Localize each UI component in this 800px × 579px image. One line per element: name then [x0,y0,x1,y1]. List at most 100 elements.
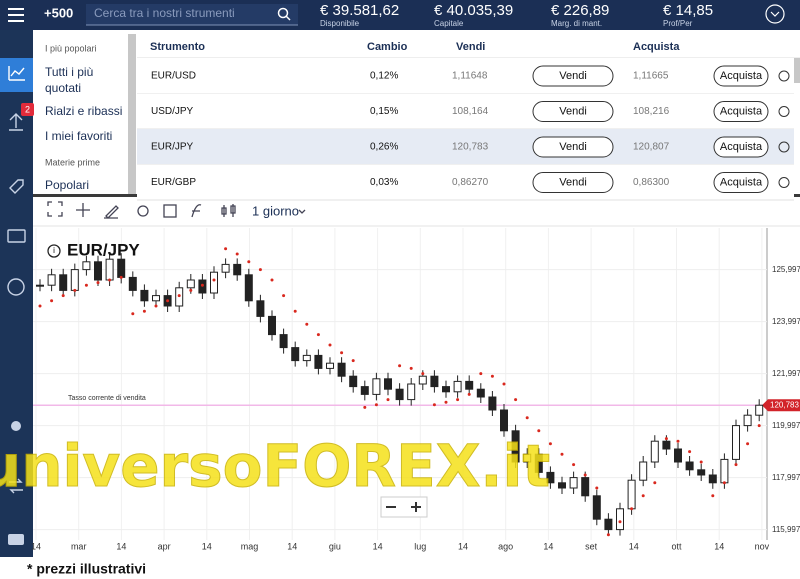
x-tick-label: 14 [31,541,41,551]
candle [314,354,323,369]
save-tool[interactable] [163,204,177,218]
search-box[interactable] [86,4,298,25]
sar-dot [84,283,88,287]
candle [105,258,114,281]
indicator-tool[interactable] [191,204,202,218]
menu-item[interactable]: Popolari [45,178,89,192]
sar-dot [641,494,645,498]
sar-dot [328,343,332,347]
sell-button[interactable] [532,136,614,158]
x-tick-label: 14 [373,541,383,551]
buy-button[interactable] [713,101,769,122]
sar-dot [131,312,135,316]
sar-dot [282,294,286,298]
candle [430,375,439,388]
x-tick-label: mag [241,541,259,551]
buy-button[interactable] [713,65,769,87]
buy-button[interactable] [713,136,769,158]
candle [349,375,358,388]
table-scrollbar[interactable] [794,58,800,83]
change: 0,03% [370,177,398,188]
table-header-cell: Acquista [633,41,680,53]
draw-tool[interactable] [104,205,119,219]
candle [639,461,648,481]
account-button[interactable] [765,4,785,24]
table-row[interactable] [137,58,794,94]
fullscreen-tool[interactable] [47,201,63,217]
candle [152,295,160,302]
sidebar-wallet-icon[interactable] [7,229,26,243]
candle [604,518,613,531]
candle [697,469,706,476]
candle [186,279,195,289]
stat-label: Marg. di mant. [551,19,602,28]
sidebar-tag-icon[interactable] [9,179,24,194]
candle-type-tool[interactable] [221,204,236,217]
table-row[interactable] [137,93,794,130]
sidebar-chat-icon[interactable] [8,534,24,545]
x-tick-label: 14 [287,541,297,551]
table-header-cell: Cambio [367,41,408,53]
menu-item[interactable]: Rialzi e ribassi [45,104,122,118]
candle [674,448,682,463]
sell-price: 1,11648 [452,71,488,82]
candle [70,269,79,291]
y-tick-label: 119,997 [772,421,800,430]
x-tick-label: giu [329,541,341,551]
table-row[interactable] [137,129,794,165]
buy-price: 108,216 [633,106,670,117]
interval-selector[interactable]: 1 giorno [252,203,299,218]
y-tick-label: 123,997 [772,317,800,326]
sell-button-label: Vendi [559,176,587,188]
row-info[interactable] [778,177,790,188]
sar-dot [699,460,703,464]
candle [511,430,520,463]
instrument: EUR/GBP [151,177,196,188]
sidebar-trade-icon[interactable] [9,113,23,131]
price-tag [762,399,800,412]
candle [210,271,218,294]
sar-dot [560,452,564,456]
candle [534,453,543,473]
x-tick-label: 14 [116,541,126,551]
crosshair-tool[interactable] [76,203,90,217]
sell-button[interactable] [532,172,614,193]
info-icon[interactable] [47,244,61,258]
sar-dot [722,481,726,485]
sar-dot [142,309,146,313]
menu-item[interactable]: Tutti i più quotati [45,65,93,95]
row-info[interactable] [778,70,790,82]
buy-price: 120,807 [633,142,670,153]
sell-button[interactable] [532,101,614,122]
buy-button[interactable] [713,172,769,193]
buy-price: 0,86300 [633,177,670,188]
sidebar-active[interactable] [0,58,33,92]
chart-title: EUR/JPY [67,240,140,259]
menu-scrollbar[interactable] [128,34,136,194]
table-row[interactable] [137,164,794,201]
menu-icon[interactable] [8,8,24,22]
sar-dot [688,450,692,454]
candle [244,274,253,302]
sar-dot [630,507,634,511]
sar-dot [548,442,552,446]
search-icon[interactable] [277,7,291,21]
sar-dot [119,275,123,279]
sar-dot [583,473,587,477]
sar-dot [421,372,425,376]
zoom-in[interactable] [411,502,421,512]
logo: +500 [44,5,73,20]
settings-tool[interactable] [137,205,149,217]
candle [279,334,288,349]
candle [47,274,56,286]
sar-dot [653,481,657,485]
candle [418,375,427,385]
row-info[interactable] [778,141,790,153]
menu-item[interactable]: I miei favoriti [45,129,112,143]
sell-button[interactable] [532,65,614,87]
sidebar-theme-icon[interactable] [11,421,21,431]
row-info[interactable] [778,106,790,117]
sidebar-money-icon[interactable] [7,278,25,296]
sidebar-switch-icon[interactable] [9,478,23,494]
